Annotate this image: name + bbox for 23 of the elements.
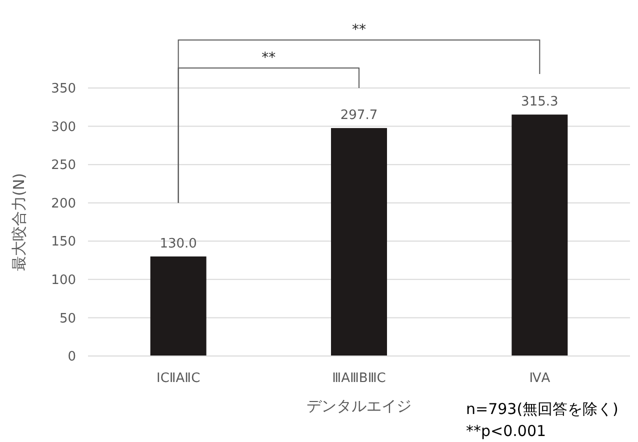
data-label: 297.7 <box>340 108 378 124</box>
y-tick-label: 50 <box>59 311 76 326</box>
text: **p<0.001 <box>466 422 546 440</box>
x-tick-label: ⅣA <box>529 371 550 386</box>
y-tick-label: 250 <box>51 158 76 174</box>
x-axis-title: デンタルエイジ <box>306 397 412 415</box>
bar <box>330 128 388 356</box>
y-axis-title: 最大咬合力(N) <box>10 173 28 271</box>
bar <box>512 114 568 356</box>
y-tick-label: 200 <box>51 196 76 212</box>
data-label: 315.3 <box>521 94 558 110</box>
x-tick-label: ⅠCⅡAⅡC <box>156 371 200 386</box>
text: ** <box>262 50 276 66</box>
y-tick-label: 350 <box>51 82 76 97</box>
x-tick-label: ⅢAⅢBⅢC <box>332 371 386 386</box>
bar <box>150 256 206 356</box>
y-tick-label: 100 <box>51 272 76 288</box>
text: n=793(無回答を除く) <box>466 400 618 418</box>
text: ** <box>352 22 366 38</box>
data-label: 130.0 <box>160 236 197 252</box>
y-tick-label: 300 <box>51 120 76 135</box>
y-tick-label: 150 <box>51 234 76 250</box>
y-tick-label: 0 <box>68 350 76 365</box>
